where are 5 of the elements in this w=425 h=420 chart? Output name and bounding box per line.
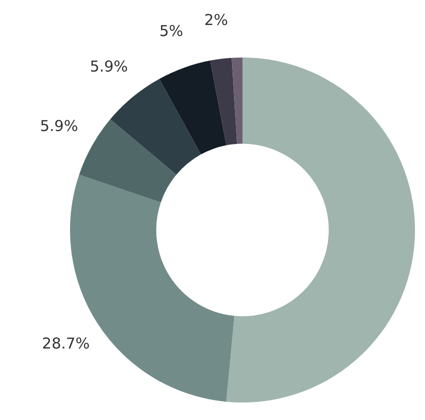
data-label: 5% <box>159 22 184 40</box>
data-label: 5.9% <box>40 116 78 135</box>
data-label: 28.7% <box>42 334 90 352</box>
data-label: 5.9% <box>90 57 128 76</box>
data-label: 2% <box>204 11 228 30</box>
